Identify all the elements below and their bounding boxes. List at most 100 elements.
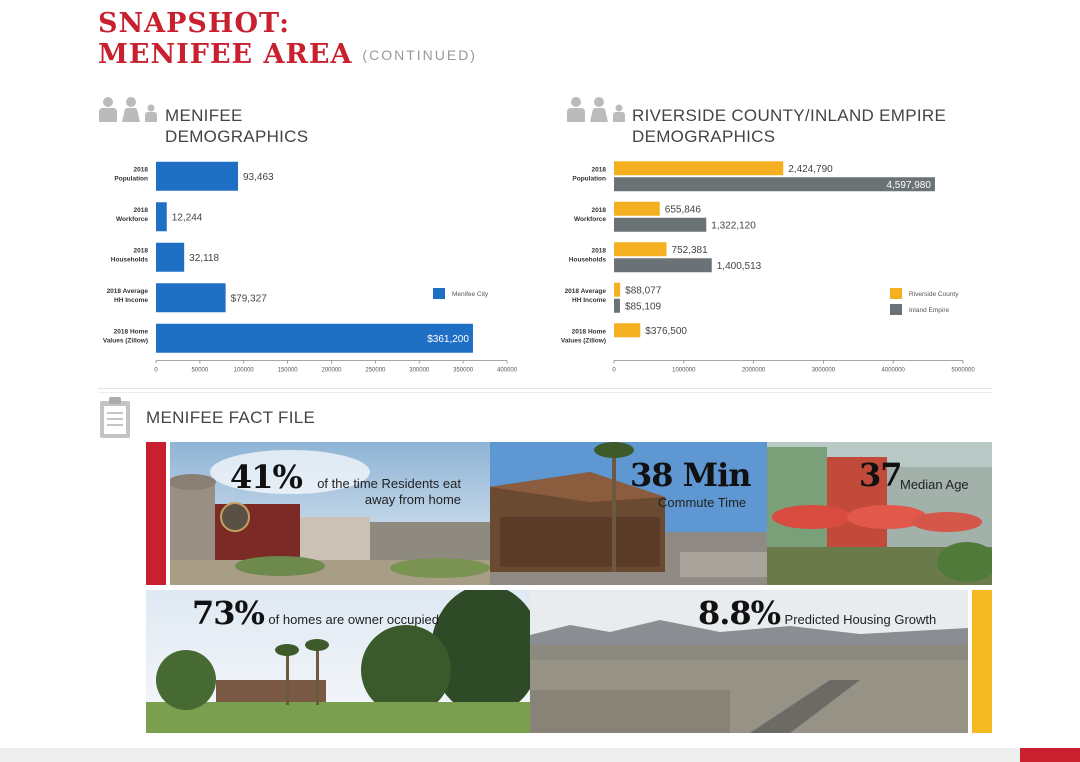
legend-label-1: Inland Empire <box>909 307 949 314</box>
legend-swatch-0 <box>433 288 445 299</box>
page-footer <box>0 748 1080 762</box>
title-line-1: SNAPSHOT: <box>98 8 291 39</box>
category-label: 2018 <box>592 247 607 254</box>
data-label: $79,327 <box>231 293 268 304</box>
menifee-section-title: MENIFEE DEMOGRAPHICS <box>165 105 308 147</box>
fact-ownership-label: of homes are owner occupied <box>268 612 439 627</box>
fact-dining-label: of the time Residents eat away from home <box>317 476 461 507</box>
menifee-demographics-chart: 2018 Population 2018 Workforce 2018 Household… <box>103 161 518 373</box>
riverside-title-line-1: RIVERSIDE COUNTY/INLAND EMPIRE <box>632 106 947 125</box>
fact-growth-label: Predicted Housing Growth <box>784 612 937 627</box>
riverside-section-title: RIVERSIDE COUNTY/INLAND EMPIRE DEMOGRAPH… <box>632 105 946 147</box>
fact-ownership-value: 73% <box>192 594 265 632</box>
x-tick-label: 2000000 <box>742 368 766 373</box>
bar-0-3 <box>614 282 621 297</box>
riverside-demographics-chart: 2018 Population 2018 Workforce 2018 Household… <box>561 161 975 373</box>
clipboard-icon <box>98 396 132 445</box>
bar-0-0 <box>156 161 239 191</box>
data-label: 655,846 <box>665 204 702 215</box>
fact-commute-label: Commute Time <box>658 495 747 510</box>
riverside-title-line-2: DEMOGRAPHICS <box>632 127 776 146</box>
x-tick-label: 0 <box>154 368 158 373</box>
category-label: 2018 <box>592 207 607 214</box>
fact-age-value: 37 <box>859 456 903 494</box>
menifee-title-line-2: DEMOGRAPHICS <box>165 127 309 146</box>
fact-tile-age: 37 Median Age <box>767 442 992 585</box>
bar-0-0 <box>614 161 784 176</box>
category-label: 2018 Average <box>107 288 149 295</box>
bar-0-1 <box>614 201 660 216</box>
fact-dining: 41% <box>230 458 303 496</box>
x-tick-label: 50000 <box>192 368 209 373</box>
bar-0-2 <box>614 242 667 257</box>
fact-tile-commute: 38 Min Commute Time <box>490 442 767 585</box>
data-label: 1,400,513 <box>717 261 762 272</box>
age-photo <box>767 442 992 585</box>
x-tick-label: 350000 <box>453 368 474 373</box>
category-label: 2018 <box>134 247 149 254</box>
ownership-photo <box>146 590 530 733</box>
legend-swatch-0 <box>890 288 902 299</box>
bar-1-0 <box>614 177 935 192</box>
x-tick-label: 400000 <box>497 368 518 373</box>
category-label: HH Income <box>572 297 606 304</box>
red-accent-bar <box>146 442 166 585</box>
growth-photo <box>530 590 968 733</box>
menifee-title-line-1: MENIFEE <box>165 106 243 125</box>
title-line-2: MENIFEE AREA <box>98 39 353 70</box>
bar-0-2 <box>156 242 185 272</box>
x-tick-label: 0 <box>612 368 616 373</box>
category-label: Population <box>572 175 606 182</box>
bar-0-4 <box>156 323 473 353</box>
x-tick-label: 5000000 <box>951 368 975 373</box>
category-label: Households <box>111 256 149 263</box>
people-icon <box>98 96 158 122</box>
category-label: Households <box>569 256 607 263</box>
category-label: Workforce <box>574 216 606 223</box>
fact-file-title: MENIFEE FACT FILE <box>146 408 316 427</box>
category-label: Values (Zillow) <box>103 337 148 344</box>
bar-0-4 <box>614 323 641 338</box>
section-divider <box>98 388 992 389</box>
fact-ownership: 73% of homes are owner occupied <box>192 594 439 632</box>
section-divider-2 <box>98 392 992 393</box>
fact-tile-growth: 8.8% Predicted Housing Growth <box>530 590 968 733</box>
dining-photo <box>170 442 490 585</box>
commute-photo <box>490 442 767 585</box>
data-label: $376,500 <box>645 326 687 337</box>
bar-1-3 <box>614 298 620 313</box>
data-label: 2,424,790 <box>788 164 833 175</box>
continued-label: (CONTINUED) <box>362 47 477 63</box>
data-label: $361,200 <box>427 334 469 345</box>
fact-commute: 38 Min <box>630 456 752 494</box>
data-label: 752,381 <box>672 245 709 256</box>
fact-tile-dining: 41% of the time Residents eat away from … <box>170 442 490 585</box>
yellow-accent-bar <box>972 590 992 733</box>
x-tick-label: 4000000 <box>882 368 906 373</box>
legend-label-0: Menifee City <box>452 291 489 298</box>
bar-0-3 <box>156 283 226 313</box>
people-icon-right <box>566 96 626 122</box>
footer-red-tab <box>1020 748 1080 762</box>
x-tick-label: 1000000 <box>672 368 696 373</box>
x-tick-label: 150000 <box>278 368 299 373</box>
page-title: SNAPSHOT: MENIFEE AREA (CONTINUED) <box>98 8 477 71</box>
fact-growth: 8.8% Predicted Housing Growth <box>698 594 936 632</box>
category-label: Population <box>114 175 148 182</box>
category-label: 2018 Home <box>572 328 607 335</box>
data-label: 4,597,980 <box>886 180 931 191</box>
fact-age-label: Median Age <box>900 477 969 492</box>
legend-swatch-1 <box>890 304 902 315</box>
data-label: 93,463 <box>243 172 274 183</box>
category-label: 2018 <box>134 166 149 173</box>
category-label: 2018 <box>134 207 149 214</box>
data-label: 32,118 <box>189 253 219 264</box>
category-label: 2018 <box>592 166 607 173</box>
category-label: 2018 Home <box>114 328 149 335</box>
data-label: $85,109 <box>625 301 662 312</box>
x-tick-label: 300000 <box>409 368 430 373</box>
bar-1-1 <box>614 217 707 232</box>
bar-1-2 <box>614 258 712 273</box>
data-label: 1,322,120 <box>711 220 756 231</box>
